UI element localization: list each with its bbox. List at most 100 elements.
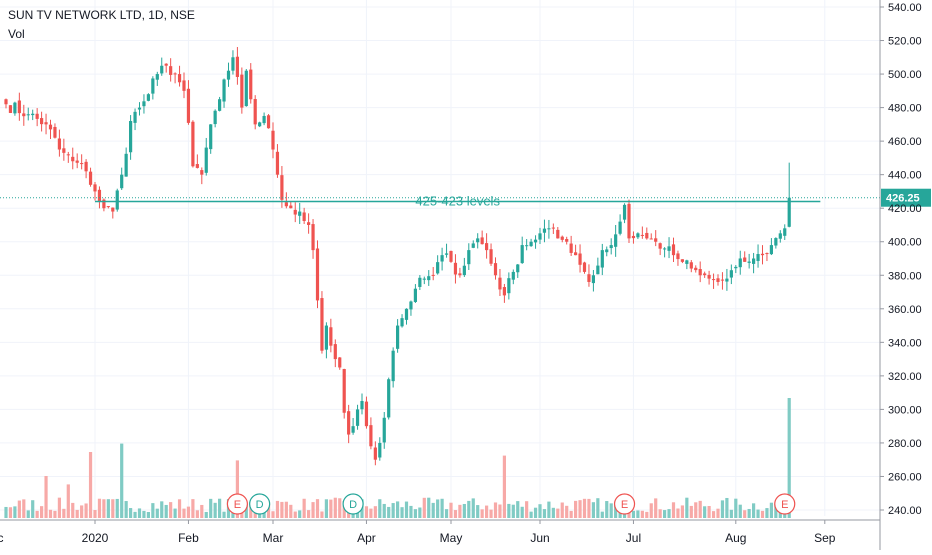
candle-body [747, 261, 751, 263]
volume-bar [235, 460, 239, 518]
volume-bar [209, 498, 213, 518]
candle-body [311, 224, 315, 251]
candle-body [387, 379, 391, 418]
candle-body [4, 99, 8, 105]
volume-bar [622, 511, 627, 518]
volume-bar [707, 506, 711, 518]
candle-body [676, 253, 680, 260]
volume-bar [164, 504, 168, 518]
volume-bar [271, 511, 275, 518]
candle-body [26, 114, 30, 116]
candle-body [698, 269, 702, 276]
candle-body [538, 233, 542, 240]
candle-body [151, 78, 155, 94]
volume-bar [436, 499, 440, 518]
volume-bar [462, 503, 466, 518]
candle-body [667, 246, 671, 251]
candle-body [658, 243, 662, 249]
candle-body [271, 130, 275, 150]
volume-bar [600, 511, 604, 518]
volume-bar [373, 506, 377, 518]
candle-body [636, 233, 640, 238]
candle-body [209, 124, 213, 150]
candle-body [551, 227, 555, 229]
candle-body [587, 274, 591, 282]
candle-body [71, 156, 75, 162]
volume-bar [689, 505, 693, 518]
earnings-marker [774, 493, 796, 515]
candle-body [342, 369, 346, 413]
candle-body [106, 206, 110, 208]
candle-body [266, 115, 271, 129]
legend: SUN TV NETWORK LTD, 1D, NSE Vol [8, 6, 195, 44]
candle-body [769, 245, 773, 255]
volume-bar [587, 498, 591, 518]
volume-bar [556, 508, 560, 518]
candle-body [578, 253, 582, 265]
grid [0, 0, 880, 516]
volume-bar [333, 497, 337, 518]
volume-bar [516, 501, 520, 518]
volume-bar [654, 498, 658, 518]
y-tick-label: 320.00 [888, 371, 922, 383]
volume-bar [520, 506, 524, 518]
volume-bar [525, 501, 529, 518]
candle-body [720, 279, 725, 281]
candle-body [8, 105, 13, 113]
volume-bar [667, 509, 671, 518]
y-tick-label: 260.00 [888, 471, 922, 483]
volume-bar [160, 501, 164, 518]
earnings-marker [613, 493, 636, 515]
y-tick-label: 360.00 [888, 304, 922, 316]
candle-body [560, 236, 564, 240]
volume-bar [396, 501, 400, 518]
candle-body [129, 121, 133, 153]
candle-body [284, 202, 288, 207]
volume-bar [614, 501, 618, 518]
volume-bar [102, 499, 106, 518]
volume-bar [387, 506, 391, 518]
volume-bar [769, 502, 773, 518]
volume-bar [734, 498, 738, 518]
candle-body [520, 245, 524, 264]
candle-body [253, 99, 257, 125]
volume-bar [120, 443, 124, 518]
candle-body [413, 288, 417, 302]
volume-bar [249, 502, 253, 518]
candle-body [231, 57, 235, 71]
candle-body [53, 126, 57, 138]
volume-bar [480, 509, 484, 518]
candle-body [315, 248, 320, 301]
candle-body [186, 88, 191, 123]
candle-body [280, 175, 284, 200]
x-tick-label: Aug [725, 531, 746, 545]
candle-body [627, 203, 631, 239]
candle-body [765, 253, 769, 255]
candle-body [355, 409, 360, 426]
y-tick-label: 540.00 [888, 2, 922, 14]
candle-body [422, 278, 426, 280]
candle-body [707, 274, 711, 279]
volume-bar [200, 504, 204, 518]
volume-bar [649, 503, 653, 518]
volume-bar [213, 502, 217, 518]
volume-bar [204, 511, 208, 518]
volume-bar [502, 455, 506, 518]
volume-bar [311, 502, 315, 518]
candle-body [88, 171, 93, 185]
candle-body [338, 357, 342, 368]
candle-body [111, 207, 115, 212]
volume-bar [8, 507, 13, 518]
volume-bar [4, 506, 8, 518]
candle-body [725, 278, 729, 282]
candle-body [195, 164, 199, 168]
candle-body [462, 265, 466, 276]
volume-bar [284, 501, 288, 518]
candle-body [146, 94, 150, 101]
volume-bar [298, 510, 302, 518]
volume-bar [489, 509, 493, 518]
candle-body [142, 101, 146, 107]
candle-body [22, 113, 26, 117]
